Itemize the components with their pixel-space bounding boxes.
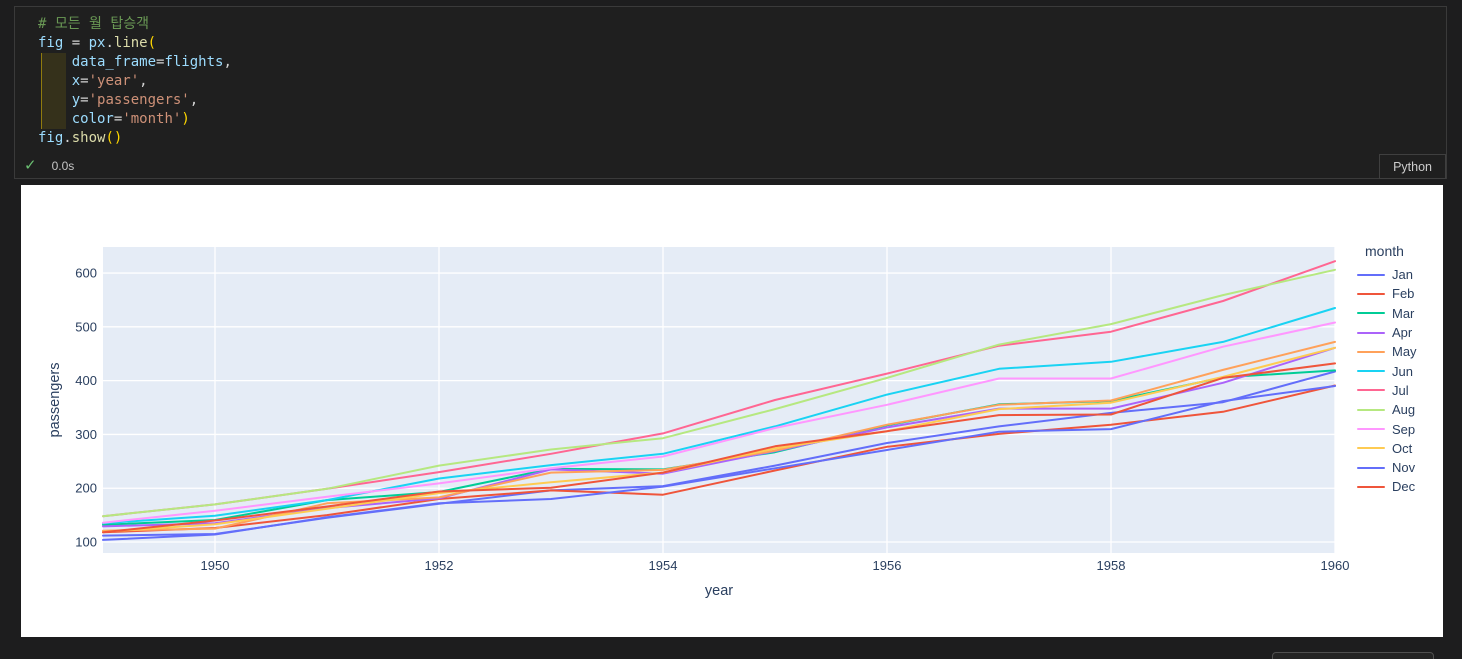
y-axis-title: passengers	[47, 362, 63, 438]
legend-item-jan[interactable]: Jan	[1357, 265, 1417, 284]
chart-output-card: 100 200 300 400 500 600 1950 1952 1954 1956 1958 19…	[21, 185, 1443, 637]
legend-label: Jun	[1392, 363, 1413, 379]
legend-swatch-icon	[1357, 447, 1385, 450]
series-line-dec	[102, 362, 1336, 534]
legend-label: Aug	[1392, 402, 1416, 418]
language-picker-button[interactable]: Python	[1379, 154, 1446, 179]
code-line: data_frame=flights,	[71, 54, 232, 70]
legend-label: Apr	[1392, 325, 1413, 341]
code-line: color='month')	[71, 111, 190, 127]
code-line: x='year',	[71, 73, 148, 89]
y-tick-label: 300	[75, 427, 97, 442]
legend-swatch-icon	[1357, 350, 1385, 353]
series-line-jun	[102, 307, 1336, 525]
legend-item-nov[interactable]: Nov	[1357, 458, 1417, 477]
legend-item-apr[interactable]: Apr	[1357, 323, 1417, 342]
y-tick-label: 100	[75, 535, 97, 550]
legend-item-jul[interactable]: Jul	[1357, 381, 1417, 400]
series-line-oct	[102, 346, 1336, 533]
legend-title: month	[1365, 243, 1404, 259]
x-tick-label: 1958	[1097, 558, 1126, 573]
code-line: # 모든 월 탑승객	[38, 16, 149, 32]
series-line-aug	[102, 268, 1336, 518]
legend-item-aug[interactable]: Aug	[1357, 400, 1417, 419]
y-tick-label: 200	[75, 481, 97, 496]
legend-label: Oct	[1392, 440, 1413, 456]
x-tick-label: 1950	[201, 558, 230, 573]
legend-label: Dec	[1392, 479, 1416, 495]
legend-swatch-icon	[1357, 408, 1385, 411]
legend-item-may[interactable]: May	[1357, 342, 1417, 361]
series-line-nov	[102, 385, 1336, 541]
execution-duration: 0.0s	[51, 158, 75, 173]
code-line: fig = px.line(	[38, 35, 157, 51]
legend-swatch-icon	[1357, 312, 1385, 315]
series-line-sep	[102, 321, 1336, 524]
legend-label: Feb	[1392, 286, 1415, 302]
legend-label: May	[1392, 344, 1417, 360]
legend-swatch-icon	[1357, 292, 1385, 295]
x-axis-title: year	[704, 583, 734, 599]
code-line: fig.show()	[38, 130, 123, 146]
legend-item-sep[interactable]: Sep	[1357, 419, 1417, 438]
y-tick-label: 500	[75, 319, 97, 334]
legend-item-oct[interactable]: Oct	[1357, 439, 1417, 458]
legend-swatch-icon	[1357, 466, 1385, 469]
x-tick-label: 1960	[1321, 558, 1350, 573]
y-tick-label: 600	[75, 266, 97, 281]
legend-item-dec[interactable]: Dec	[1357, 477, 1417, 496]
legend-label: Sep	[1392, 421, 1416, 437]
y-tick-label: 400	[75, 373, 97, 388]
code-line: y='passengers',	[71, 92, 199, 108]
legend-swatch-icon	[1357, 370, 1385, 373]
success-check-icon: ✓	[24, 157, 37, 174]
legend-label: Jul	[1392, 382, 1409, 398]
legend-swatch-icon	[1357, 428, 1385, 431]
legend-label: Jan	[1392, 267, 1413, 283]
legend-swatch-icon	[1357, 273, 1385, 276]
series-line-feb	[102, 384, 1336, 534]
x-tick-label: 1954	[649, 558, 678, 573]
legend-swatch-icon	[1357, 485, 1385, 488]
legend-swatch-icon	[1357, 331, 1385, 334]
legend-item-mar[interactable]: Mar	[1357, 304, 1417, 323]
next-cell-toolbar-partial[interactable]	[1272, 652, 1434, 659]
x-tick-label: 1952	[425, 558, 454, 573]
code-editor[interactable]: # 모든 월 탑승객 fig = px.line( data_frame=flig…	[15, 7, 1446, 148]
active-indent-guide	[41, 53, 66, 129]
language-picker-label: Python	[1393, 159, 1432, 174]
code-cell: # 모든 월 탑승객 fig = px.line( data_frame=flig…	[14, 6, 1447, 179]
cell-status-bar: ✓ 0.0s Python	[15, 153, 1446, 179]
chart-legend: month Jan Feb Mar Apr May Jun Jul Aug Sep Oct Nov D…	[1357, 243, 1417, 497]
legend-item-jun[interactable]: Jun	[1357, 361, 1417, 380]
legend-label: Nov	[1392, 460, 1416, 476]
x-tick-label: 1956	[873, 558, 902, 573]
legend-label: Mar	[1392, 305, 1415, 321]
legend-swatch-icon	[1357, 389, 1385, 392]
legend-item-feb[interactable]: Feb	[1357, 284, 1417, 303]
legend-items: Jan Feb Mar Apr May Jun Jul Aug Sep Oct Nov Dec	[1357, 265, 1417, 497]
line-chart[interactable]: 100 200 300 400 500 600 1950 1952 1954 1956 1958 19…	[21, 185, 1443, 637]
